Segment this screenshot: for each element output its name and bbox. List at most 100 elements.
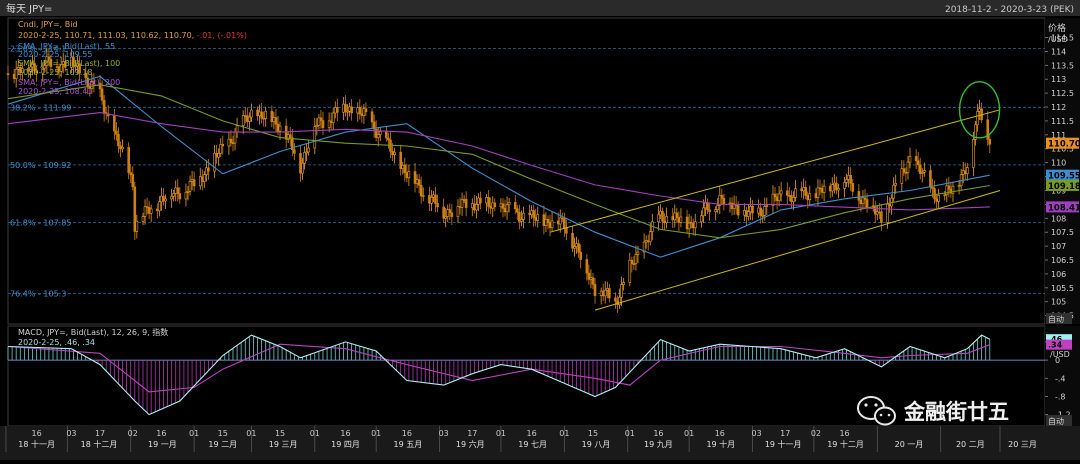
- candle-body: [479, 197, 482, 204]
- candle-body: [301, 162, 304, 174]
- macd-series: [7, 334, 1045, 416]
- candle-body: [886, 204, 889, 223]
- candle-body: [648, 231, 652, 243]
- candle-body: [336, 107, 339, 113]
- price-panel[interactable]: [7, 17, 1046, 325]
- candle-body: [908, 156, 912, 163]
- candle-body: [217, 153, 220, 158]
- candle-body: [544, 218, 548, 226]
- candle-body: [816, 187, 820, 199]
- price-tick-label: 106.5: [1051, 256, 1074, 265]
- candle-body: [305, 151, 308, 154]
- candle-body: [333, 107, 337, 114]
- macd-panel[interactable]: [7, 325, 1046, 427]
- candle-body: [407, 171, 411, 179]
- candle-body: [520, 219, 523, 222]
- price-tick-label: 114.5: [1051, 33, 1074, 42]
- candle-body: [599, 290, 603, 296]
- candle-body: [931, 186, 934, 189]
- macd-axis-unit: /USD: [1050, 350, 1070, 359]
- candle-body: [213, 152, 216, 172]
- day-tick-label: 16: [715, 429, 725, 438]
- candle-body: [965, 167, 969, 175]
- candle-body: [859, 199, 863, 205]
- candle-body: [413, 171, 417, 184]
- candle-body: [59, 64, 63, 72]
- candle-body: [632, 263, 636, 265]
- candle-body: [560, 217, 564, 220]
- candle-body: [601, 290, 605, 297]
- candle-body: [14, 68, 18, 79]
- candle-body: [278, 125, 282, 132]
- candle-body: [399, 151, 403, 169]
- macd-auto-button[interactable]: [1046, 415, 1072, 426]
- candle-body: [751, 205, 754, 214]
- candle-body: [229, 138, 233, 143]
- candle-body: [192, 179, 196, 187]
- annotation-ellipse: [958, 81, 1001, 139]
- candle-body: [293, 149, 296, 154]
- price-value-tag: [1046, 169, 1079, 181]
- candle-body: [802, 187, 805, 192]
- candle-body: [360, 113, 364, 116]
- candle-body: [945, 185, 949, 195]
- candle-body: [456, 206, 460, 217]
- candle-body: [405, 172, 409, 179]
- price-tick-label: 107.5: [1051, 228, 1074, 237]
- macd-tick-label: 0: [1055, 356, 1060, 365]
- day-tick-label: 01: [246, 429, 256, 438]
- candle-body: [378, 131, 382, 135]
- candle-body: [589, 277, 593, 280]
- day-tick-label: 02: [128, 429, 138, 438]
- candle-body: [657, 214, 660, 223]
- candle-body: [113, 115, 116, 132]
- day-tick-label: 16: [527, 429, 537, 438]
- price-value-tag: [1046, 201, 1079, 213]
- candle-body: [806, 195, 810, 201]
- x-axis-labels: 18 十一月 18 十二月 19 一月 19 二月 19 三月 19 四月 19 五月 19 …: [5, 426, 1037, 452]
- candle-body: [513, 202, 517, 209]
- candle-body: [828, 185, 832, 192]
- candle-body: [203, 174, 206, 182]
- candle-body: [350, 106, 353, 114]
- candle-body: [837, 188, 840, 191]
- candle-body: [348, 106, 351, 112]
- candle-body: [503, 208, 507, 213]
- candle-body: [608, 288, 611, 299]
- day-tick-label: 15: [275, 429, 285, 438]
- candle-body: [518, 211, 521, 222]
- candle-body: [575, 243, 578, 247]
- day-tick-label: 01: [310, 429, 320, 438]
- header-bar: [0, 0, 1080, 16]
- candle-body: [98, 83, 102, 90]
- candle-body: [542, 214, 546, 226]
- price-auto-button[interactable]: [1046, 313, 1072, 324]
- candle-body: [785, 190, 789, 196]
- candle-body: [679, 216, 683, 223]
- price-axis-ticks: 104.5105105.5106106.5107107.5108108.5109…: [1045, 33, 1074, 321]
- candle-body: [119, 145, 122, 150]
- candle-body: [141, 216, 145, 222]
- candle-body: [646, 240, 650, 243]
- candle-body: [47, 56, 51, 60]
- candle-body: [258, 111, 261, 117]
- candle-body: [372, 121, 376, 130]
- watermark-text: 金融街廿五: [903, 400, 1009, 424]
- candle-body: [376, 134, 380, 138]
- channel-line: [594, 189, 1001, 311]
- chart-title: 每天 JPY=: [6, 2, 52, 15]
- candle-body: [663, 220, 666, 224]
- candle-body: [164, 198, 167, 202]
- month-label: 19 四月: [331, 440, 360, 449]
- fib-label: 61.8% - 107.85: [10, 218, 71, 227]
- candle-body: [370, 111, 374, 123]
- candle-body: [634, 254, 638, 265]
- candle-body: [250, 109, 253, 118]
- month-label: 19 九月: [644, 440, 673, 449]
- candle-body: [522, 212, 525, 220]
- candle-body: [505, 204, 509, 213]
- candle-body: [677, 217, 681, 223]
- month-label: 19 三月: [269, 440, 298, 449]
- price-value-tag: [1046, 137, 1079, 149]
